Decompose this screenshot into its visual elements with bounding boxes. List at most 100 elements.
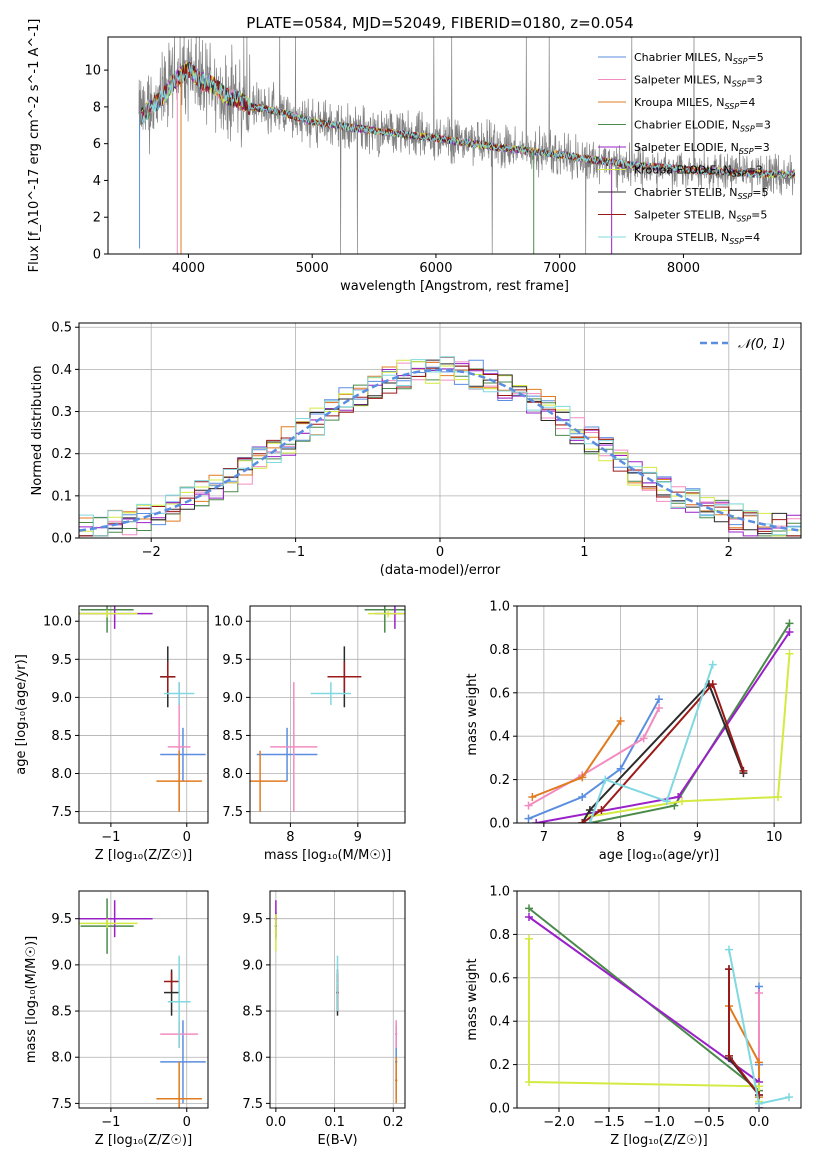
legend-n-value: =3 <box>746 164 762 177</box>
legend-ssp-sub: SSP <box>724 102 739 111</box>
y-tick-label: 8.0 <box>242 1051 263 1066</box>
legend-model-name: Kroupa ELODIE <box>634 164 716 177</box>
x-tick-label: −1 <box>286 545 305 560</box>
weight-line <box>528 938 760 1102</box>
x-tick-label: 7 <box>540 830 548 845</box>
panel-spectrum: 4000 5000 6000 7000 8000 0 2 4 6 8 10 wavelength [A… <box>27 19 802 294</box>
weight-marker <box>755 988 763 997</box>
panel-weight-vs-Z: −2.0 −1.5 −1.0 −0.5 0.0 0.0 0.2 0.4 0.6 0.8 1.0 Z [… <box>465 885 802 1148</box>
panel-age-vs-Z: −1 0 7.5 8.0 8.5 9.0 9.5 10.0 Z [log₁₀(Z/Z☉)] age… <box>14 605 209 863</box>
legend-n-value: =4 <box>744 231 760 244</box>
y-axis-label: mass weight <box>465 958 480 1040</box>
weight-marker <box>662 797 671 806</box>
weight-marker <box>739 766 748 775</box>
y-axis-label: mass weight <box>465 673 480 755</box>
y-tick-label: 9.0 <box>51 958 72 973</box>
y-tick-label: 9.5 <box>51 653 72 668</box>
weight-marker <box>532 819 541 823</box>
panel-residuals: −2 −1 0 1 2 0.0 0.1 0.2 0.3 0.4 0.5 (data-model)/er… <box>30 321 802 578</box>
y-tick-label: 8.5 <box>242 1005 263 1020</box>
weight-marker <box>725 945 733 954</box>
plot-area-age-vs-Z <box>79 606 206 812</box>
y-axis-label: mass [log₁₀(M/M☉)] <box>24 936 39 1063</box>
legend-n-value: =4 <box>739 96 755 109</box>
y-tick-label: 0.1 <box>51 489 72 504</box>
axes-frame <box>516 605 802 824</box>
y-tick-label: 9.5 <box>222 653 243 668</box>
x-tick-label: 5000 <box>296 261 329 276</box>
legend-n-value: =3 <box>754 141 770 154</box>
weight-marker <box>585 805 594 814</box>
y-tick-label: 1.0 <box>489 885 510 900</box>
y-tick-label: 9.0 <box>242 958 263 973</box>
x-tick-label: −2 <box>142 545 161 560</box>
legend-model-name: Salpeter MILES <box>634 74 716 87</box>
y-tick-label: 7.5 <box>51 1097 72 1112</box>
legend-n-value: =5 <box>751 209 767 222</box>
legend-model-name: Chabrier STELIB <box>634 186 722 199</box>
weight-marker <box>524 801 533 810</box>
y-tick-label: 8.0 <box>222 767 243 782</box>
x-tick-label: 8000 <box>667 261 700 276</box>
weight-marker <box>655 703 663 712</box>
weight-line <box>536 631 791 823</box>
legend-n-prefix: , N <box>714 231 729 244</box>
weight-marker <box>524 814 533 823</box>
weight-marker <box>525 1077 533 1086</box>
x-axis-label: mass [log₁₀(M/M☉)] <box>264 848 391 863</box>
y-tick-label: 1.0 <box>489 600 510 615</box>
legend-ssp-sub: SSP <box>738 192 753 201</box>
x-axis-label: Z [log₁₀(Z/Z☉)] <box>610 1133 707 1148</box>
y-tick-label: 0.8 <box>489 643 510 658</box>
x-tick-label: 1 <box>580 545 588 560</box>
plot-area-mass-vs-ebv <box>274 900 398 1104</box>
weight-marker <box>785 619 794 628</box>
y-tick-label: 0.0 <box>489 1102 510 1117</box>
legend-model-name: Salpeter STELIB <box>634 209 721 222</box>
y-tick-label: 0.6 <box>489 971 510 986</box>
weight-marker <box>597 805 606 814</box>
model-spectrum-8 <box>141 63 795 179</box>
legend-entry: Chabrier ELODIE, NSSP=3 <box>634 119 771 134</box>
legend-n-prefix: , N <box>722 186 737 199</box>
y-tick-label: 0.4 <box>489 730 510 745</box>
y-tick-label: 8.0 <box>51 767 72 782</box>
axes-frame <box>107 36 802 255</box>
weight-line <box>532 720 622 798</box>
axes-frame <box>78 605 209 824</box>
x-tick-label: 8 <box>286 830 294 845</box>
legend-entry: Salpeter MILES, NSSP=3 <box>634 74 763 89</box>
x-tick-label: 8 <box>616 830 624 845</box>
plot-area-spectrum <box>138 37 796 254</box>
y-tick-label: 8.0 <box>51 1051 72 1066</box>
x-tick-label: 0.1 <box>324 1115 345 1130</box>
y-tick-label: 0.3 <box>51 405 72 420</box>
x-tick-label: 0.0 <box>749 1115 770 1130</box>
figure-title: PLATE=0584, MJD=52049, FIBERID=0180, z=0… <box>246 14 633 32</box>
legend-model-name: Kroupa MILES <box>634 96 709 109</box>
y-tick-label: 0.8 <box>489 928 510 943</box>
x-tick-label: −2.0 <box>543 1115 575 1130</box>
y-tick-label: 0.2 <box>489 1058 510 1073</box>
x-tick-label: −1 <box>101 830 120 845</box>
weight-marker <box>708 660 717 669</box>
legend-n-prefix: , N <box>716 74 731 87</box>
y-tick-label: 0.0 <box>489 817 510 832</box>
legend-entry: Kroupa STELIB, NSSP=4 <box>634 231 760 246</box>
x-tick-label: 0.2 <box>383 1115 404 1130</box>
legend-entry: Salpeter STELIB, NSSP=5 <box>634 209 767 224</box>
weight-line <box>589 653 791 818</box>
weight-marker <box>578 819 587 823</box>
weight-marker <box>528 792 537 801</box>
x-tick-label: −0.5 <box>693 1115 725 1130</box>
legend-n-value: =5 <box>747 51 763 64</box>
residual-histogram-8 <box>79 356 801 537</box>
y-tick-label: 10 <box>84 64 101 79</box>
weight-marker <box>725 965 733 974</box>
legend-entry: Salpeter ELODIE, NSSP=3 <box>634 141 770 156</box>
legend-n-prefix: , N <box>724 141 739 154</box>
x-axis-label: wavelength [Angstrom, rest frame] <box>340 279 569 294</box>
legend-n-prefix: , N <box>725 119 740 132</box>
weight-line <box>528 916 760 1108</box>
weight-marker <box>639 734 648 743</box>
